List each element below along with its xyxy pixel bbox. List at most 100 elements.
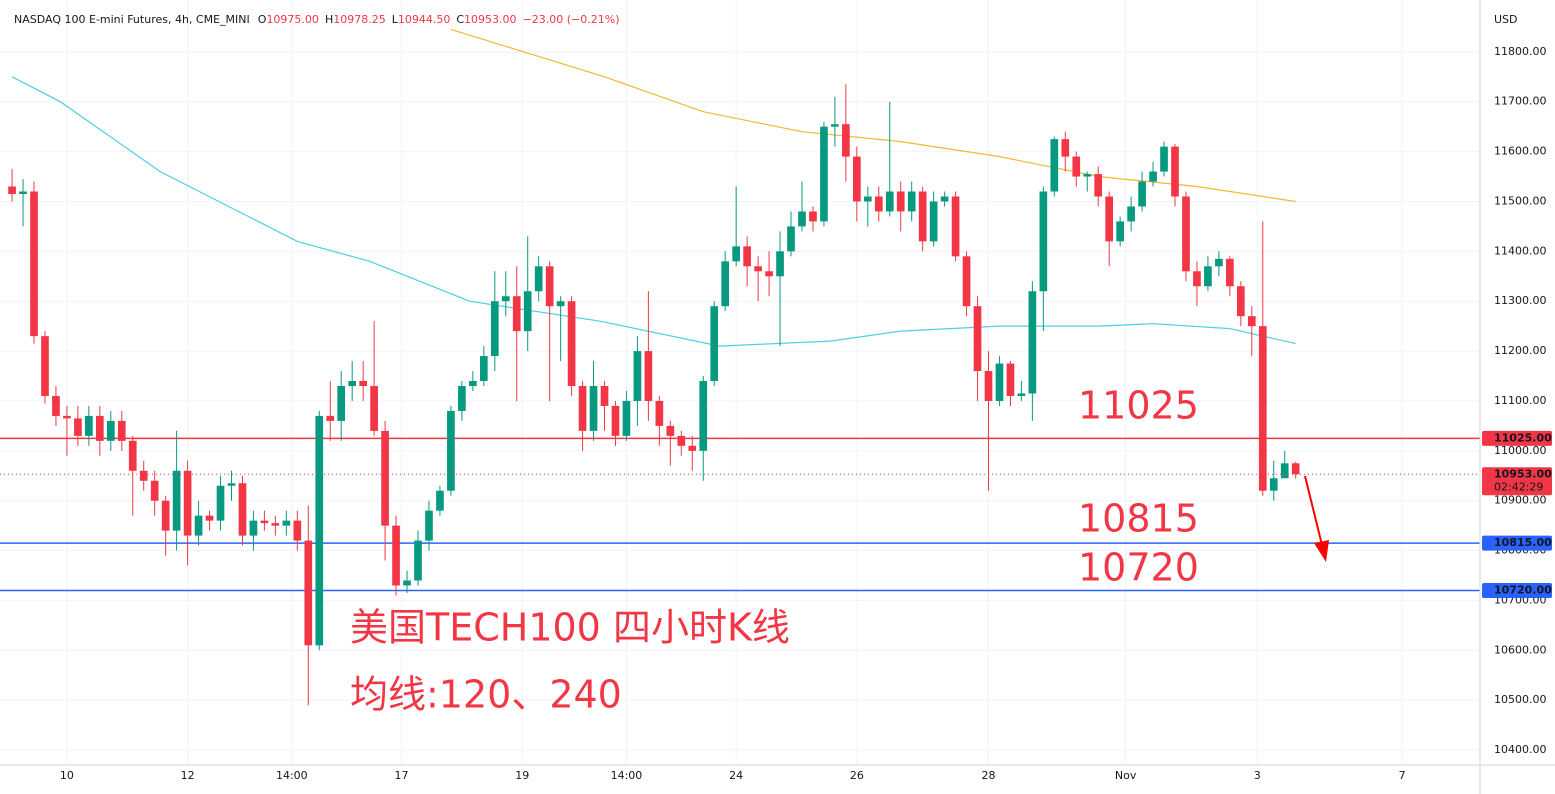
candle-body [183, 470, 192, 536]
candle-body [600, 385, 609, 406]
candle-body [874, 196, 883, 212]
field-key: H [325, 13, 333, 26]
annotation: 11025 [1078, 384, 1199, 428]
candle-body [490, 301, 499, 357]
candle-body [984, 371, 993, 401]
candle-body [677, 435, 686, 446]
x-tick-label: 10 [60, 769, 74, 782]
candle-body [282, 520, 291, 526]
candle-body [161, 500, 170, 531]
header: NASDAQ 100 E-mini Futures, 4h, CME_MINI O… [14, 13, 620, 26]
field-key: L [392, 13, 399, 26]
level-label-bg [1482, 430, 1552, 446]
candle-body [359, 381, 367, 386]
candle-body [896, 191, 905, 212]
plot [0, 28, 1480, 706]
last-price-label: 10953.00 [1494, 467, 1552, 480]
level-label-bg [1482, 582, 1552, 598]
candle-body [260, 520, 269, 524]
annotation: 均线:120、240 [350, 673, 622, 717]
candle-body [907, 191, 916, 212]
candle-body [1006, 363, 1015, 396]
candle-body [271, 523, 280, 526]
candle-body [392, 525, 400, 586]
candle-body [853, 156, 861, 202]
candle-body [293, 520, 302, 541]
candle-body [19, 191, 27, 194]
candle-body [74, 418, 82, 436]
candle-body [1269, 478, 1278, 491]
candle-body [523, 291, 532, 332]
candle-body [425, 510, 433, 541]
y-tick-label: 10400.00 [1494, 743, 1547, 756]
candle-body [962, 256, 971, 307]
y-tick-label: 11300.00 [1494, 294, 1547, 307]
candle-body [414, 540, 422, 581]
candle-body [940, 196, 949, 202]
candle-body [820, 126, 828, 222]
candle-body [469, 381, 477, 386]
x-tick-label: 14:00 [611, 769, 643, 782]
x-tick-label: 17 [395, 769, 409, 782]
candle-body [688, 445, 697, 451]
candle-body [1017, 393, 1026, 396]
candle-body [315, 415, 324, 646]
candle-body [403, 580, 411, 586]
candle-body [798, 211, 806, 227]
candle-body [172, 470, 181, 531]
currency: USD [1494, 13, 1518, 26]
candle-body [578, 385, 587, 431]
candle-body [85, 415, 93, 436]
candle-body [348, 381, 357, 386]
candle-body [1291, 463, 1300, 475]
symbol: NASDAQ 100 E-mini Futures, 4h, CME_MINI [14, 13, 250, 26]
candle-body [1182, 196, 1190, 272]
y-tick-label: 11700.00 [1494, 95, 1547, 108]
candle-body [1149, 171, 1157, 182]
candle-body [995, 363, 1004, 401]
candle-body [732, 246, 740, 262]
candle-body [589, 385, 598, 431]
candle-body [1105, 196, 1114, 242]
candle-body [787, 226, 795, 252]
candle-body [776, 251, 784, 277]
candle-body [929, 201, 938, 242]
candle-body [1028, 291, 1037, 394]
candle-body [951, 196, 960, 257]
y-tick-label: 10500.00 [1494, 693, 1547, 706]
candle-body [534, 266, 543, 292]
candle-body [556, 301, 565, 307]
candle-body [63, 415, 71, 419]
field-value: 10978.25 [333, 13, 386, 26]
axes: 10400.0010500.0010600.0010700.0010800.00… [60, 45, 1552, 782]
field-key: O [258, 13, 267, 26]
y-tick-label: 11100.00 [1494, 394, 1547, 407]
candle-body [918, 191, 927, 242]
candle-body [337, 385, 346, 421]
candle-body [622, 400, 631, 436]
candle-body [1072, 156, 1081, 177]
candle-body [216, 485, 225, 521]
candle-body [1050, 139, 1059, 192]
y-tick-label: 11200.00 [1494, 344, 1547, 357]
candle-body [1258, 326, 1267, 491]
annotation: 美国TECH100 四小时K线 [350, 606, 790, 650]
y-tick-label: 11600.00 [1494, 145, 1547, 158]
grid [0, 0, 1480, 765]
candle-body [765, 271, 773, 277]
candle-body [139, 470, 148, 481]
candle-body [227, 483, 236, 486]
candle-body [194, 515, 203, 536]
candle-body [567, 301, 576, 386]
candle-body [1094, 174, 1103, 197]
candle-body [1160, 146, 1168, 172]
moving-average [11, 76, 1296, 347]
candle-body [842, 124, 850, 157]
candle-body [831, 124, 839, 127]
candle-body [754, 266, 762, 272]
arrow-head [1314, 540, 1329, 562]
x-tick-label: 24 [729, 769, 743, 782]
x-tick-label: 7 [1399, 769, 1406, 782]
candle-body [1116, 221, 1124, 242]
